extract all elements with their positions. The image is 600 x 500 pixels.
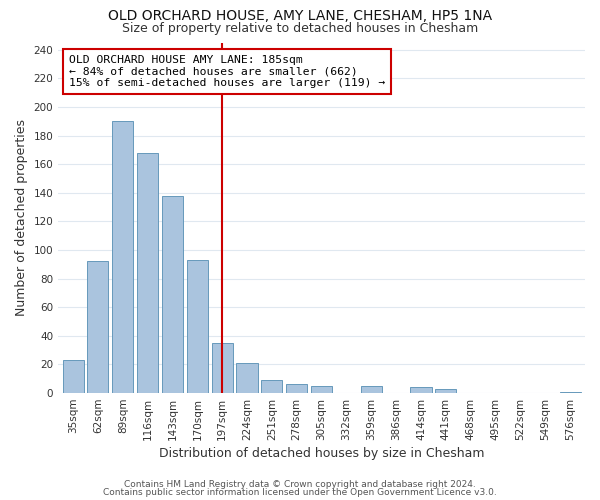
Bar xyxy=(361,386,382,393)
Text: Size of property relative to detached houses in Chesham: Size of property relative to detached ho… xyxy=(122,22,478,35)
Text: Contains HM Land Registry data © Crown copyright and database right 2024.: Contains HM Land Registry data © Crown c… xyxy=(124,480,476,489)
Bar xyxy=(162,196,183,393)
Bar xyxy=(410,388,431,393)
Bar xyxy=(236,363,257,393)
Bar xyxy=(262,380,283,393)
Text: OLD ORCHARD HOUSE AMY LANE: 185sqm
← 84% of detached houses are smaller (662)
15: OLD ORCHARD HOUSE AMY LANE: 185sqm ← 84%… xyxy=(69,55,385,88)
Text: Contains public sector information licensed under the Open Government Licence v3: Contains public sector information licen… xyxy=(103,488,497,497)
Bar xyxy=(88,262,109,393)
Bar xyxy=(311,386,332,393)
X-axis label: Distribution of detached houses by size in Chesham: Distribution of detached houses by size … xyxy=(159,447,484,460)
Bar xyxy=(187,260,208,393)
Bar xyxy=(112,121,133,393)
Bar xyxy=(435,389,457,393)
Text: OLD ORCHARD HOUSE, AMY LANE, CHESHAM, HP5 1NA: OLD ORCHARD HOUSE, AMY LANE, CHESHAM, HP… xyxy=(108,9,492,23)
Bar xyxy=(212,343,233,393)
Y-axis label: Number of detached properties: Number of detached properties xyxy=(15,120,28,316)
Bar xyxy=(560,392,581,393)
Bar xyxy=(137,152,158,393)
Bar xyxy=(62,360,83,393)
Bar xyxy=(286,384,307,393)
